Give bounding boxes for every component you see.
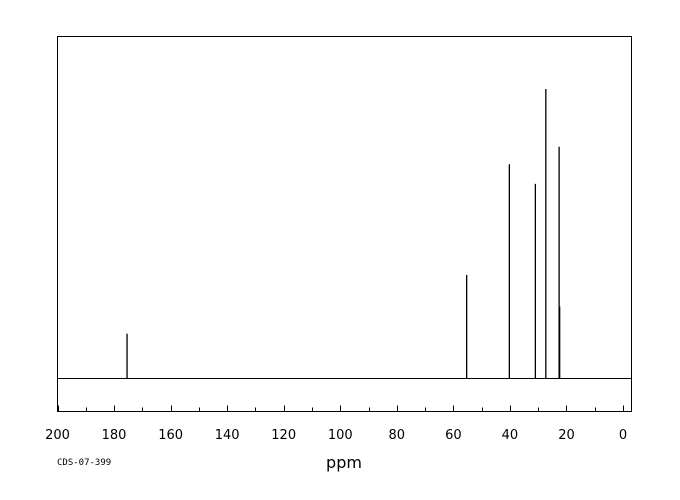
x-axis-ticks [58,405,624,412]
x-tick-label: 60 [445,428,462,443]
x-tick-label: 20 [558,428,575,443]
x-tick-label: 140 [215,428,240,443]
x-tick-label: 100 [328,428,353,443]
x-tick-label: 0 [619,428,627,443]
x-tick-label: 200 [45,428,70,443]
spectrum-peaks [126,88,561,379]
spectrum-code-label: CDS-07-399 [57,458,111,468]
x-axis-title: ppm [326,453,362,472]
x-tick-label: 180 [102,428,127,443]
plot-frame [57,36,632,412]
x-axis-tick-labels: 200 180 160 140 120 100 80 60 40 20 0 [45,428,627,443]
x-tick-label: 40 [502,428,519,443]
x-tick-label: 160 [158,428,183,443]
x-tick-label: 80 [389,428,406,443]
x-tick-label: 120 [271,428,296,443]
